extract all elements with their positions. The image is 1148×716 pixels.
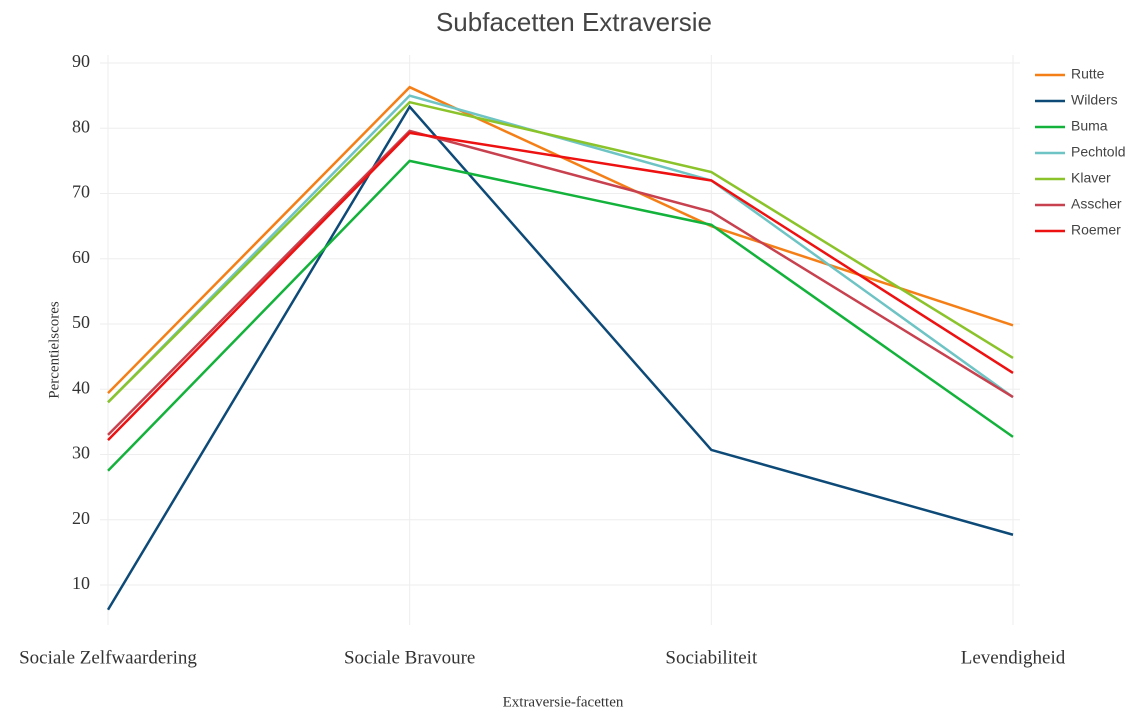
legend-label: Klaver [1071, 170, 1111, 186]
line [107, 85, 1014, 395]
x-tick-label: Sociabiliteit [665, 647, 758, 668]
legend-label: Pechtold [1071, 144, 1125, 160]
y-tick-label: 90 [72, 51, 90, 71]
x-tick-label: Levendigheid [961, 647, 1066, 668]
y-tick-label: 40 [72, 377, 90, 397]
legend-label: Asscher [1071, 196, 1122, 212]
x-tick-label: Sociale Bravoure [344, 647, 475, 668]
legend-label: Wilders [1071, 92, 1118, 108]
legend-label: Buma [1071, 118, 1108, 134]
x-axis-label: Extraversie-facetten [503, 694, 624, 710]
y-tick-label: 20 [72, 508, 90, 528]
line [107, 159, 1014, 472]
y-tick-label: 50 [72, 312, 90, 332]
y-tick-label: 70 [72, 182, 90, 202]
line [107, 94, 1014, 404]
y-tick-label: 10 [72, 573, 90, 593]
legend-label: Roemer [1071, 222, 1121, 238]
line [106, 104, 1014, 611]
x-tick-label: Sociale Zelfwaardering [19, 647, 197, 668]
y-tick-label: 30 [72, 443, 90, 463]
legend-label: Rutte [1071, 66, 1105, 82]
y-tick-label: 80 [72, 116, 90, 136]
line [107, 129, 1014, 436]
y-tick-label: 60 [72, 247, 90, 267]
line [107, 131, 1014, 442]
y-axis-label: Percentielscores [46, 301, 62, 399]
line [107, 100, 1014, 404]
chart-title: Subfacetten Extraversie [436, 7, 712, 37]
